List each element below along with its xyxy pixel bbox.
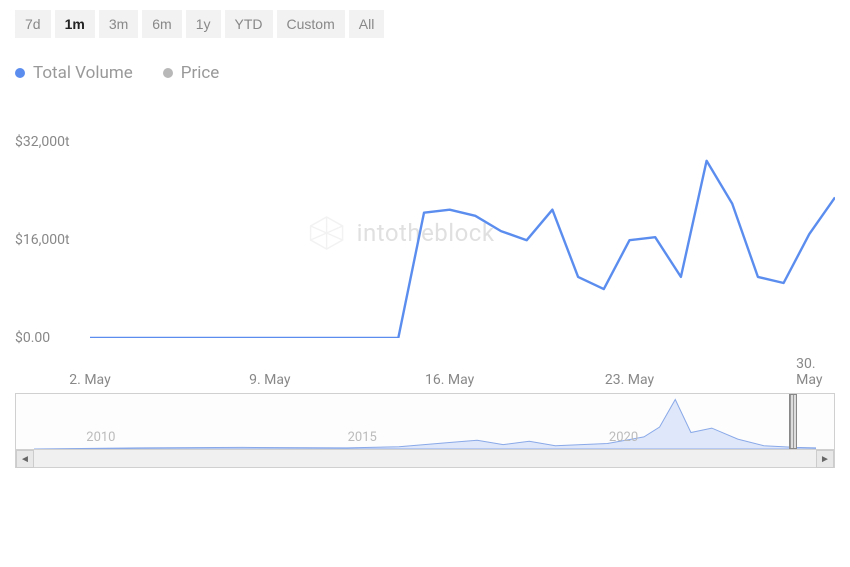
xtick-label: 16. May <box>425 372 474 388</box>
range-1m-button[interactable]: 1m <box>55 10 95 38</box>
range-custom-button[interactable]: Custom <box>277 10 345 38</box>
range-3m-button[interactable]: 3m <box>99 10 138 38</box>
range-all-button[interactable]: All <box>349 10 385 38</box>
xtick-label: 30. May <box>796 356 822 388</box>
ytick-label: $16,000t <box>15 232 70 248</box>
xtick-label: 2. May <box>69 372 110 388</box>
navigator-handle[interactable] <box>789 394 797 449</box>
navigator[interactable]: 2010 2015 2020 ◄ ► <box>15 393 835 468</box>
legend-label: Price <box>181 63 220 83</box>
xtick-label: 23. May <box>605 372 654 388</box>
legend-dot <box>163 68 173 78</box>
range-1y-button[interactable]: 1y <box>186 10 221 38</box>
range-6m-button[interactable]: 6m <box>142 10 181 38</box>
main-chart-svg <box>90 118 835 338</box>
navigator-svg <box>34 394 816 449</box>
legend-label: Total Volume <box>33 63 133 83</box>
scroll-left-button[interactable]: ◄ <box>16 450 34 468</box>
ytick-label: $32,000t <box>15 134 70 150</box>
legend-item[interactable]: Price <box>163 63 220 83</box>
legend-dot <box>15 68 25 78</box>
xtick-label: 9. May <box>249 372 290 388</box>
range-ytd-button[interactable]: YTD <box>225 10 273 38</box>
navigator-scrollbar[interactable]: ◄ ► <box>16 449 834 467</box>
main-chart: $0.00$16,000t$32,000t 2. May9. May16. Ma… <box>15 118 835 363</box>
ytick-label: $0.00 <box>15 330 50 346</box>
navigator-xtick-label: 2015 <box>348 430 377 445</box>
scroll-right-button[interactable]: ► <box>816 450 834 468</box>
legend-item[interactable]: Total Volume <box>15 63 133 83</box>
range-7d-button[interactable]: 7d <box>15 10 51 38</box>
range-selector: 7d1m3m6m1yYTDCustomAll <box>15 10 835 38</box>
navigator-xtick-label: 2020 <box>609 430 638 445</box>
chart-legend: Total Volume Price <box>15 63 835 83</box>
navigator-xtick-label: 2010 <box>86 430 115 445</box>
